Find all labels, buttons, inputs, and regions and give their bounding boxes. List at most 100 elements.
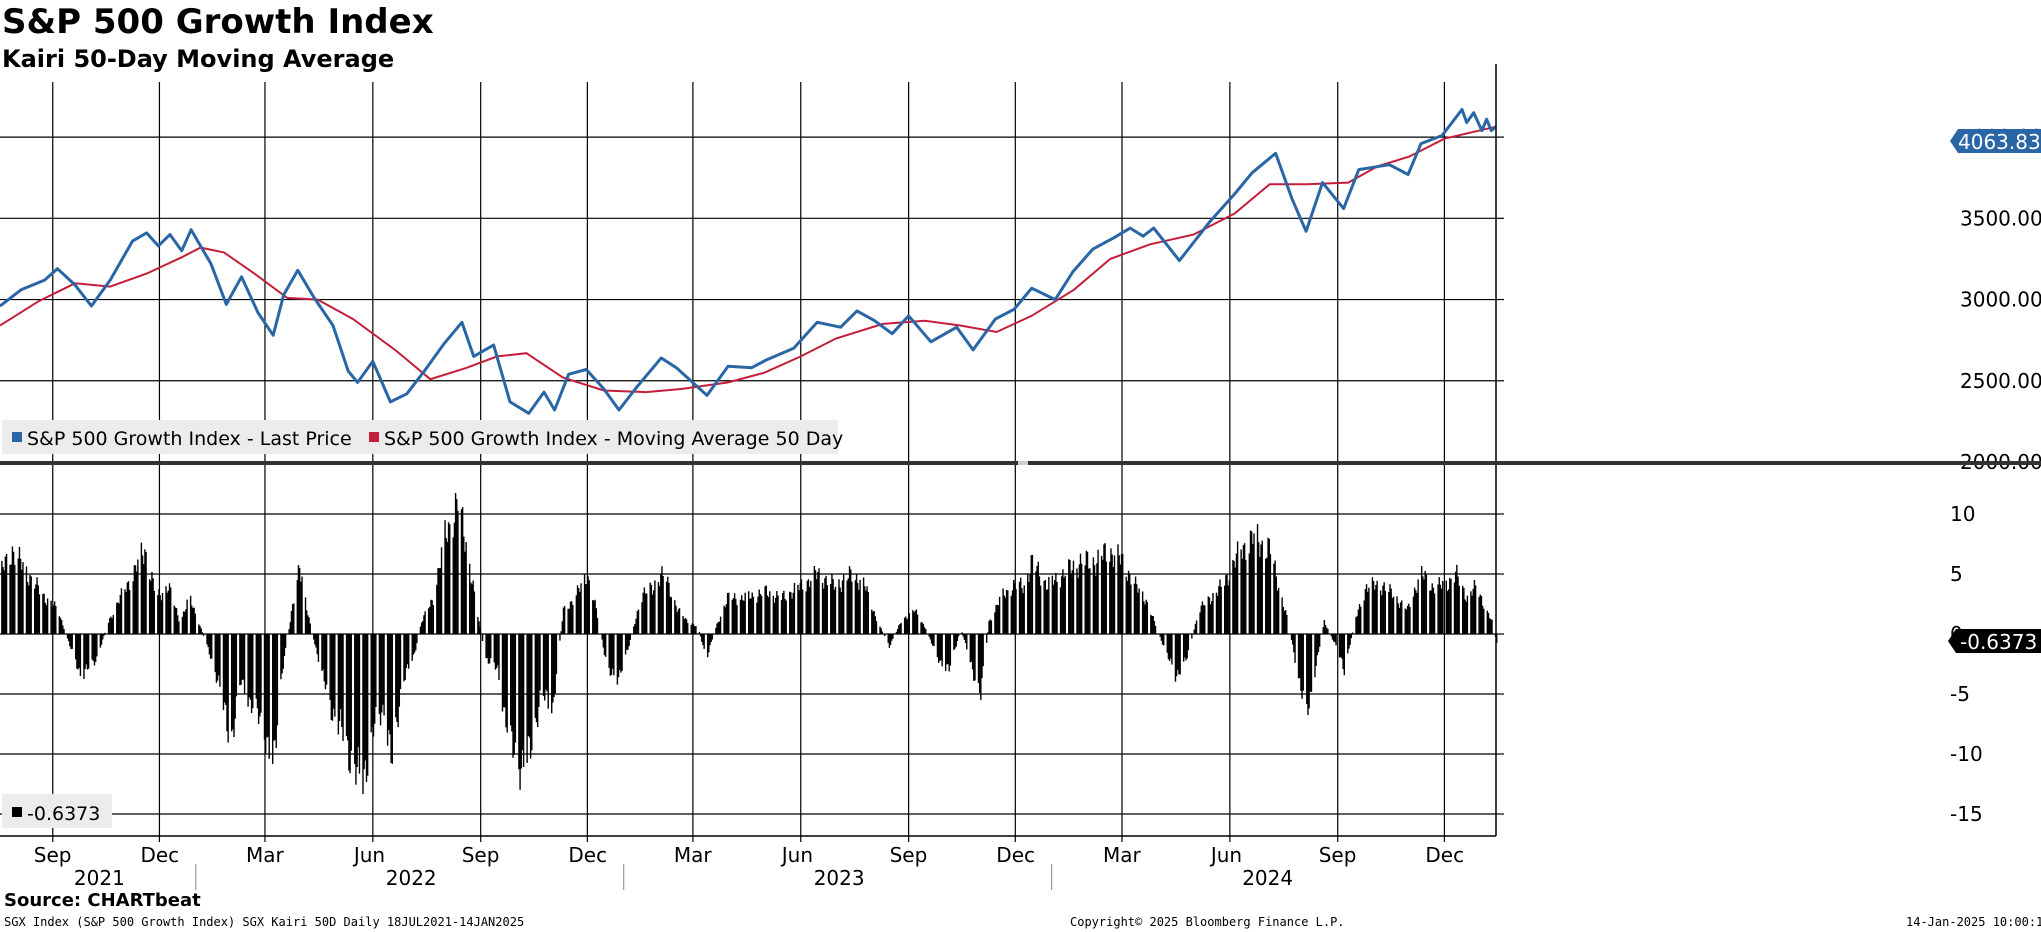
kairi-bar xyxy=(437,568,439,634)
kairi-bar xyxy=(899,624,901,634)
kairi-bar xyxy=(568,608,571,634)
kairi-bar xyxy=(449,524,451,634)
kairi-bar xyxy=(1472,588,1474,634)
kairi-bar xyxy=(660,573,662,634)
kairi-bar xyxy=(250,634,253,714)
kairi-bar xyxy=(272,634,274,765)
kairi-bar xyxy=(422,621,424,634)
kairi-bar xyxy=(349,634,351,774)
kairi-bar xyxy=(970,634,973,662)
kairi-bar xyxy=(1002,588,1004,634)
kairi-bar xyxy=(1309,634,1311,692)
kairi-bar xyxy=(150,580,152,634)
kairi-bar xyxy=(1056,581,1058,634)
kairi-bar xyxy=(1350,634,1353,639)
kairi-bar xyxy=(580,583,582,634)
kairi-bar xyxy=(650,584,653,634)
kairi-bar xyxy=(1152,616,1154,634)
kairi-bar xyxy=(309,623,311,634)
kairi-bar xyxy=(1079,553,1082,634)
kairi-bar xyxy=(987,632,989,634)
kairi-bar xyxy=(1235,553,1238,634)
kairi-bar xyxy=(30,576,32,634)
kairi-bar xyxy=(772,595,775,634)
kairi-bar xyxy=(1167,634,1170,660)
kairi-bar xyxy=(1207,596,1209,634)
kairi-bar xyxy=(723,605,725,634)
kairi-bar xyxy=(742,600,744,634)
kairi-bar xyxy=(408,634,410,669)
kairi-bar xyxy=(818,568,820,634)
kairi-bar xyxy=(185,609,187,634)
kairi-bar xyxy=(774,597,777,634)
kairi-bar xyxy=(1187,634,1190,651)
kairi-bar xyxy=(1470,591,1472,634)
kairi-bar xyxy=(1208,597,1211,634)
kairi-bar xyxy=(526,634,528,763)
kairi-bar xyxy=(629,634,631,641)
kairi-bar xyxy=(1218,586,1220,634)
kairi-bar xyxy=(1388,591,1390,634)
kairi-bar xyxy=(308,617,310,634)
kairi-bar xyxy=(780,600,783,634)
kairi-bar xyxy=(610,634,613,675)
kairi-bar xyxy=(716,623,718,634)
kairi-bar xyxy=(857,582,859,634)
kairi-bar xyxy=(1004,597,1007,634)
kairi-bar xyxy=(1046,589,1049,634)
kairi-bar xyxy=(86,634,89,670)
kairi-bar xyxy=(782,593,784,634)
kairi-bar xyxy=(907,618,909,634)
kairi-bar xyxy=(50,600,52,634)
kairi-bar xyxy=(531,634,533,751)
kairi-bar xyxy=(1089,568,1091,634)
kairi-bar xyxy=(259,634,261,717)
kairi-bar xyxy=(280,634,282,680)
kairi-bar xyxy=(1117,544,1119,634)
kairi-bar xyxy=(808,586,811,634)
kairi-bar xyxy=(1070,573,1072,634)
kairi-bar xyxy=(391,634,393,764)
kairi-bar xyxy=(832,578,834,634)
kairi-bar xyxy=(107,622,110,634)
kairi-bar xyxy=(536,634,539,727)
kairi-bar xyxy=(891,634,893,641)
kairi-bar xyxy=(1185,634,1187,661)
kairi-bar xyxy=(1375,584,1377,634)
kairi-bar xyxy=(241,634,243,680)
price-y-label: 3000.00 xyxy=(1960,288,2041,312)
kairi-bar xyxy=(1488,618,1491,634)
kairi-bar xyxy=(1195,620,1198,634)
kairi-bar xyxy=(1035,571,1037,634)
kairi-bar xyxy=(1130,584,1132,634)
kairi-bar xyxy=(908,613,911,634)
kairi-bar xyxy=(1018,581,1021,634)
kairi-bar xyxy=(297,565,300,634)
kairi-bar xyxy=(1102,559,1104,634)
kairi-bar xyxy=(715,627,717,634)
kairi-bar xyxy=(957,634,960,637)
kairi-bar xyxy=(633,626,635,634)
kairi-bar xyxy=(998,596,1001,634)
kairi-bar xyxy=(87,634,90,669)
kairi-bar xyxy=(1160,634,1163,641)
kairi-bar xyxy=(109,618,111,634)
kairi-bar xyxy=(274,634,276,740)
kairi-bar xyxy=(486,634,488,659)
kairi-bar xyxy=(990,620,993,634)
kairi-bar xyxy=(1446,591,1449,634)
kairi-bar xyxy=(1022,593,1024,634)
kairi-bar xyxy=(345,634,348,736)
kairi-bar xyxy=(971,634,974,670)
kairi-bar xyxy=(268,634,270,759)
kairi-bar xyxy=(103,634,105,636)
legend-swatch-kairi xyxy=(12,807,22,817)
kairi-bar xyxy=(1483,608,1485,634)
kairi-bar xyxy=(354,634,356,765)
kairi-bar xyxy=(3,570,5,634)
kairi-bar xyxy=(674,600,676,634)
kairi-bar xyxy=(777,595,779,634)
kairi-bar xyxy=(307,615,309,634)
kairi-bar xyxy=(223,634,226,703)
kairi-bar xyxy=(96,634,98,657)
